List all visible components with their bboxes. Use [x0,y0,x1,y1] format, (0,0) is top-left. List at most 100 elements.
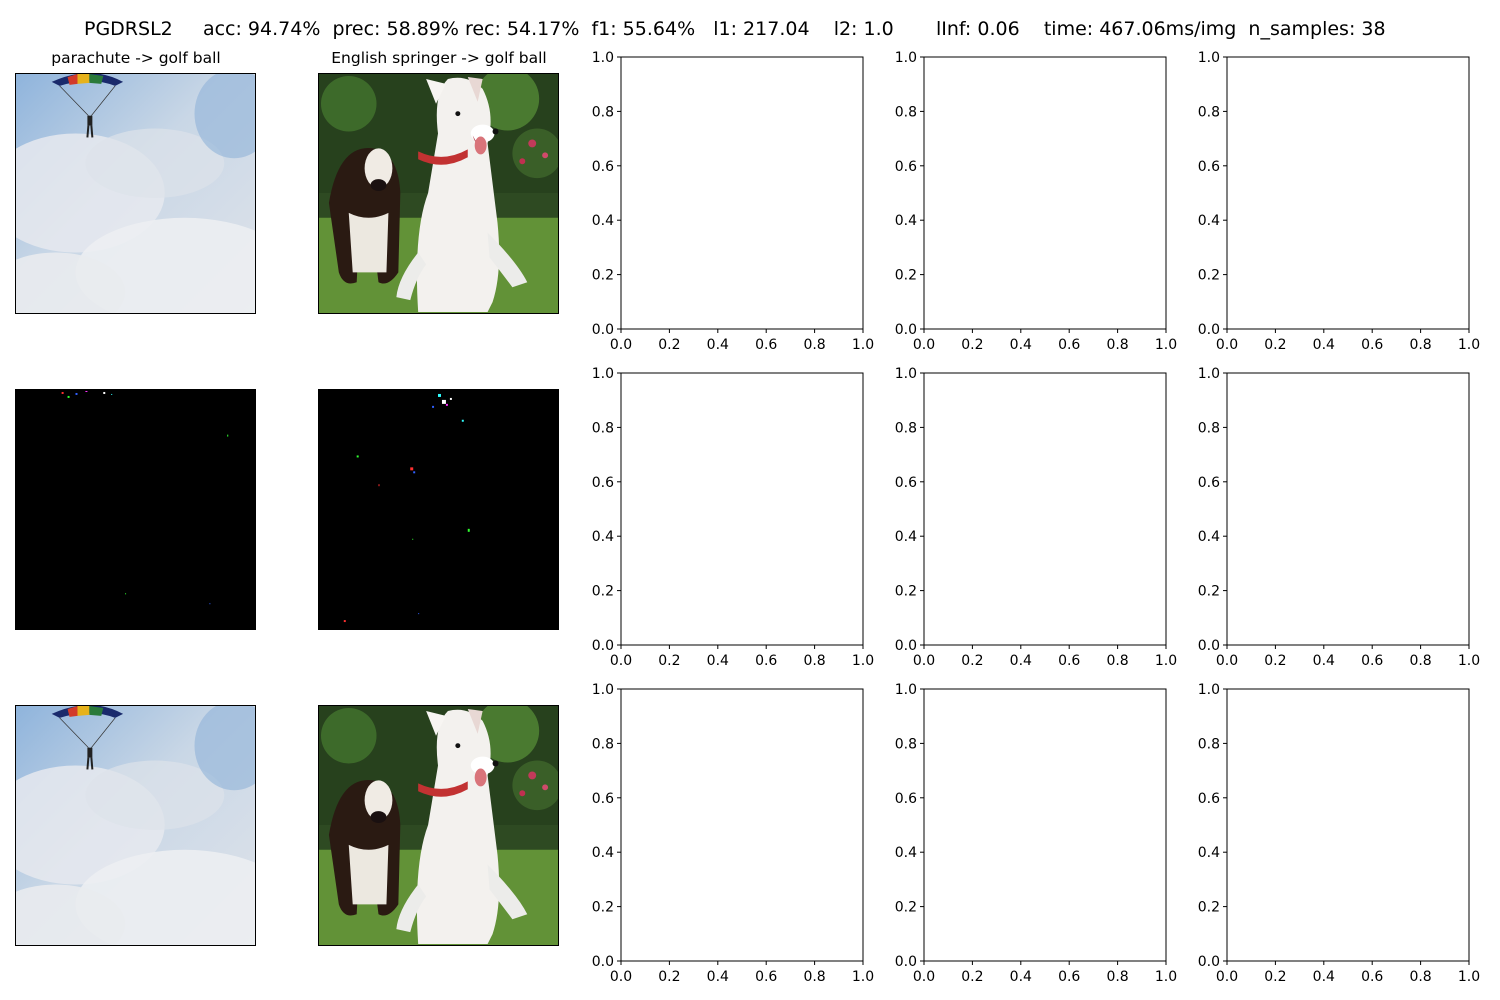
x-tick-label: 0.2 [961,653,983,669]
x-tick-label: 0.8 [1106,337,1128,353]
x-tick-label: 0.6 [755,969,777,985]
x-tick-label: 0.8 [1409,969,1431,985]
y-tick-label: 0.6 [1198,791,1220,807]
x-tick-label: 0.0 [1216,337,1238,353]
y-tick-label: 0.2 [592,900,614,916]
y-tick-label: 0.2 [895,268,917,284]
y-tick-label: 0.6 [1198,475,1220,491]
perturbation-image-parachute [15,389,256,630]
image-column-title-parachute: parachute -> golf ball [51,49,221,67]
adversarial-image-springer [318,705,559,946]
x-tick-label: 0.6 [1058,969,1080,985]
y-tick-label: 0.2 [1198,900,1220,916]
y-tick-label: 0.4 [592,213,614,229]
y-tick-label: 0.4 [1198,213,1220,229]
x-tick-label: 1.0 [1458,969,1480,985]
x-tick-label: 0.4 [707,337,729,353]
y-tick-label: 0.4 [895,529,917,545]
y-tick-label: 0.6 [1198,159,1220,175]
perturbation-noise-parachute [16,390,255,629]
axes-panel-6: 0.0 0.2 0.4 0.6 0.8 1.0 0.0 0.2 0.4 0.6 0.8 1.0 [1198,366,1480,669]
y-tick-label: 0.8 [895,420,917,436]
y-tick-label: 1.0 [895,682,917,698]
x-tick-label: 0.4 [1313,653,1335,669]
x-tick-label: 0.8 [803,337,825,353]
y-tick-label: 0.6 [592,791,614,807]
y-tick-label: 0.0 [1198,322,1220,338]
y-tick-label: 0.6 [592,475,614,491]
x-tick-label: 1.0 [1155,653,1177,669]
axes-frame [620,372,864,646]
x-tick-label: 0.2 [1264,653,1286,669]
y-tick-label: 0.8 [592,104,614,120]
adversarial-image-parachute [15,705,256,946]
x-tick-label: 0.6 [1361,337,1383,353]
y-tick-label: 0.4 [895,845,917,861]
y-tick-label: 0.8 [592,420,614,436]
x-tick-label: 0.0 [913,969,935,985]
dogs-lawn-picture-adversarial [319,706,558,945]
x-tick-label: 0.0 [913,337,935,353]
x-tick-label: 0.8 [1409,337,1431,353]
y-tick-label: 0.0 [592,638,614,654]
y-tick-label: 1.0 [895,366,917,382]
y-tick-label: 0.2 [895,900,917,916]
y-tick-label: 0.8 [1198,736,1220,752]
axes-panel-9: 0.0 0.2 0.4 0.6 0.8 1.0 0.0 0.2 0.4 0.6 0.8 1.0 [1198,682,1480,985]
x-tick-label: 1.0 [1155,337,1177,353]
x-tick-label: 0.0 [610,969,632,985]
x-tick-label: 0.2 [961,337,983,353]
x-tick-label: 1.0 [1458,653,1480,669]
y-tick-label: 0.2 [1198,268,1220,284]
y-tick-label: 0.8 [895,736,917,752]
axes-panel-4: 0.0 0.2 0.4 0.6 0.8 1.0 0.0 0.2 0.4 0.6 0.8 1.0 [592,366,874,669]
x-tick-label: 0.8 [1106,653,1128,669]
original-image-springer [318,73,559,314]
x-tick-label: 0.2 [658,969,680,985]
axes-panel-5: 0.0 0.2 0.4 0.6 0.8 1.0 0.0 0.2 0.4 0.6 0.8 1.0 [895,366,1177,669]
x-tick-label: 0.6 [1361,969,1383,985]
x-tick-label: 1.0 [852,653,874,669]
y-tick-label: 0.4 [895,213,917,229]
axes-frame [1226,56,1470,330]
y-tick-label: 0.4 [592,845,614,861]
y-tick-label: 0.2 [592,268,614,284]
axes-panel-7: 0.0 0.2 0.4 0.6 0.8 1.0 0.0 0.2 0.4 0.6 0.8 1.0 [592,682,874,985]
x-tick-label: 0.8 [803,969,825,985]
axes-frame [620,688,864,962]
x-tick-label: 0.6 [755,337,777,353]
figure-suptitle: PGDRSL2 acc: 94.74% prec: 58.89% rec: 54… [0,15,1500,43]
y-tick-label: 0.6 [895,159,917,175]
dogs-lawn-picture [319,74,558,313]
axes-panel-3: 0.0 0.2 0.4 0.6 0.8 1.0 0.0 0.2 0.4 0.6 0.8 1.0 [1198,50,1480,353]
perturbation-image-springer [318,389,559,630]
axes-frame [923,372,1167,646]
y-tick-label: 0.0 [1198,954,1220,970]
y-tick-label: 1.0 [592,366,614,382]
y-tick-label: 1.0 [1198,50,1220,66]
original-image-parachute [15,73,256,314]
y-tick-label: 0.8 [1198,104,1220,120]
sky-parachute-picture [16,74,255,313]
x-tick-label: 0.0 [1216,969,1238,985]
y-tick-label: 0.8 [1198,420,1220,436]
y-tick-label: 1.0 [592,682,614,698]
y-tick-label: 0.2 [592,584,614,600]
x-tick-label: 0.4 [1313,969,1335,985]
x-tick-label: 0.4 [1010,653,1032,669]
x-tick-label: 0.2 [1264,337,1286,353]
x-tick-label: 0.6 [1361,653,1383,669]
y-tick-label: 0.8 [895,104,917,120]
y-tick-label: 0.6 [895,791,917,807]
x-tick-label: 0.2 [961,969,983,985]
axes-frame [1226,688,1470,962]
axes-frame [923,56,1167,330]
axes-frame [1226,372,1470,646]
x-tick-label: 0.4 [1010,337,1032,353]
y-tick-label: 0.2 [1198,584,1220,600]
y-tick-label: 1.0 [592,50,614,66]
x-tick-label: 1.0 [852,969,874,985]
y-tick-label: 0.0 [592,322,614,338]
